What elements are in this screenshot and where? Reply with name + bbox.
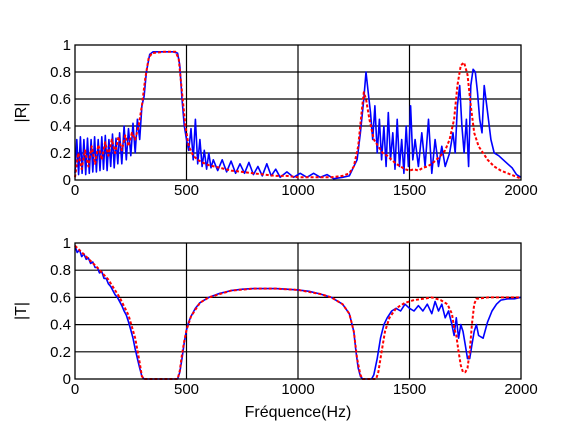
- transmission-ytick-label: 0.8: [50, 262, 71, 279]
- transmission-plot: 0 500 1000 1500 2000 0 0.2 0.4 0.6 0.8 1 |T| Fréquen…: [13, 235, 538, 421]
- transmission-ytick-label: 0: [63, 371, 71, 388]
- transmission-ytick-label: 0.6: [50, 289, 71, 306]
- reflection-plot: 0 500 1000 1500 2000 0 0.2 0.4 0.6 0.8 1 |R|: [13, 37, 538, 199]
- reflection-xtick-label: 1000: [281, 182, 314, 199]
- transmission-axes-frame: [74, 242, 522, 380]
- reflection-xtick-label: 1500: [393, 182, 426, 199]
- reflection-ytick-label: 0: [63, 172, 71, 189]
- reflection-ylabel: |R|: [13, 103, 30, 123]
- transmission-xtick-label: 2000: [504, 381, 537, 398]
- transmission-xtick-label: 1500: [393, 381, 426, 398]
- transmission-xtick-label: 1000: [281, 381, 314, 398]
- reflection-ytick-label: 0.4: [50, 118, 71, 135]
- reflection-xtick-label: 2000: [504, 182, 537, 199]
- transmission-xlabel: Fréquence(Hz): [245, 404, 352, 421]
- reflection-axes-frame: [74, 44, 522, 181]
- reflection-ytick-label: 0.6: [50, 91, 71, 108]
- transmission-ytick-label: 0.4: [50, 317, 71, 334]
- transmission-xtick-label: 500: [174, 381, 199, 398]
- reflection-series-1: [74, 50, 522, 180]
- transmission-xtick-label: 0: [71, 381, 79, 398]
- transmission-ytick-label: 0.2: [50, 344, 71, 361]
- reflection-ytick-label: 1: [63, 37, 71, 54]
- reflection-xtick-label: 0: [71, 182, 79, 199]
- transmission-ytick-label: 1: [63, 235, 71, 252]
- transmission-ylabel: |T|: [13, 302, 30, 320]
- reflection-ytick-label: 0.2: [50, 145, 71, 162]
- reflection-ytick-label: 0.8: [50, 64, 71, 81]
- reflection-xtick-label: 500: [174, 182, 199, 199]
- reflection-series-0: [74, 51, 522, 180]
